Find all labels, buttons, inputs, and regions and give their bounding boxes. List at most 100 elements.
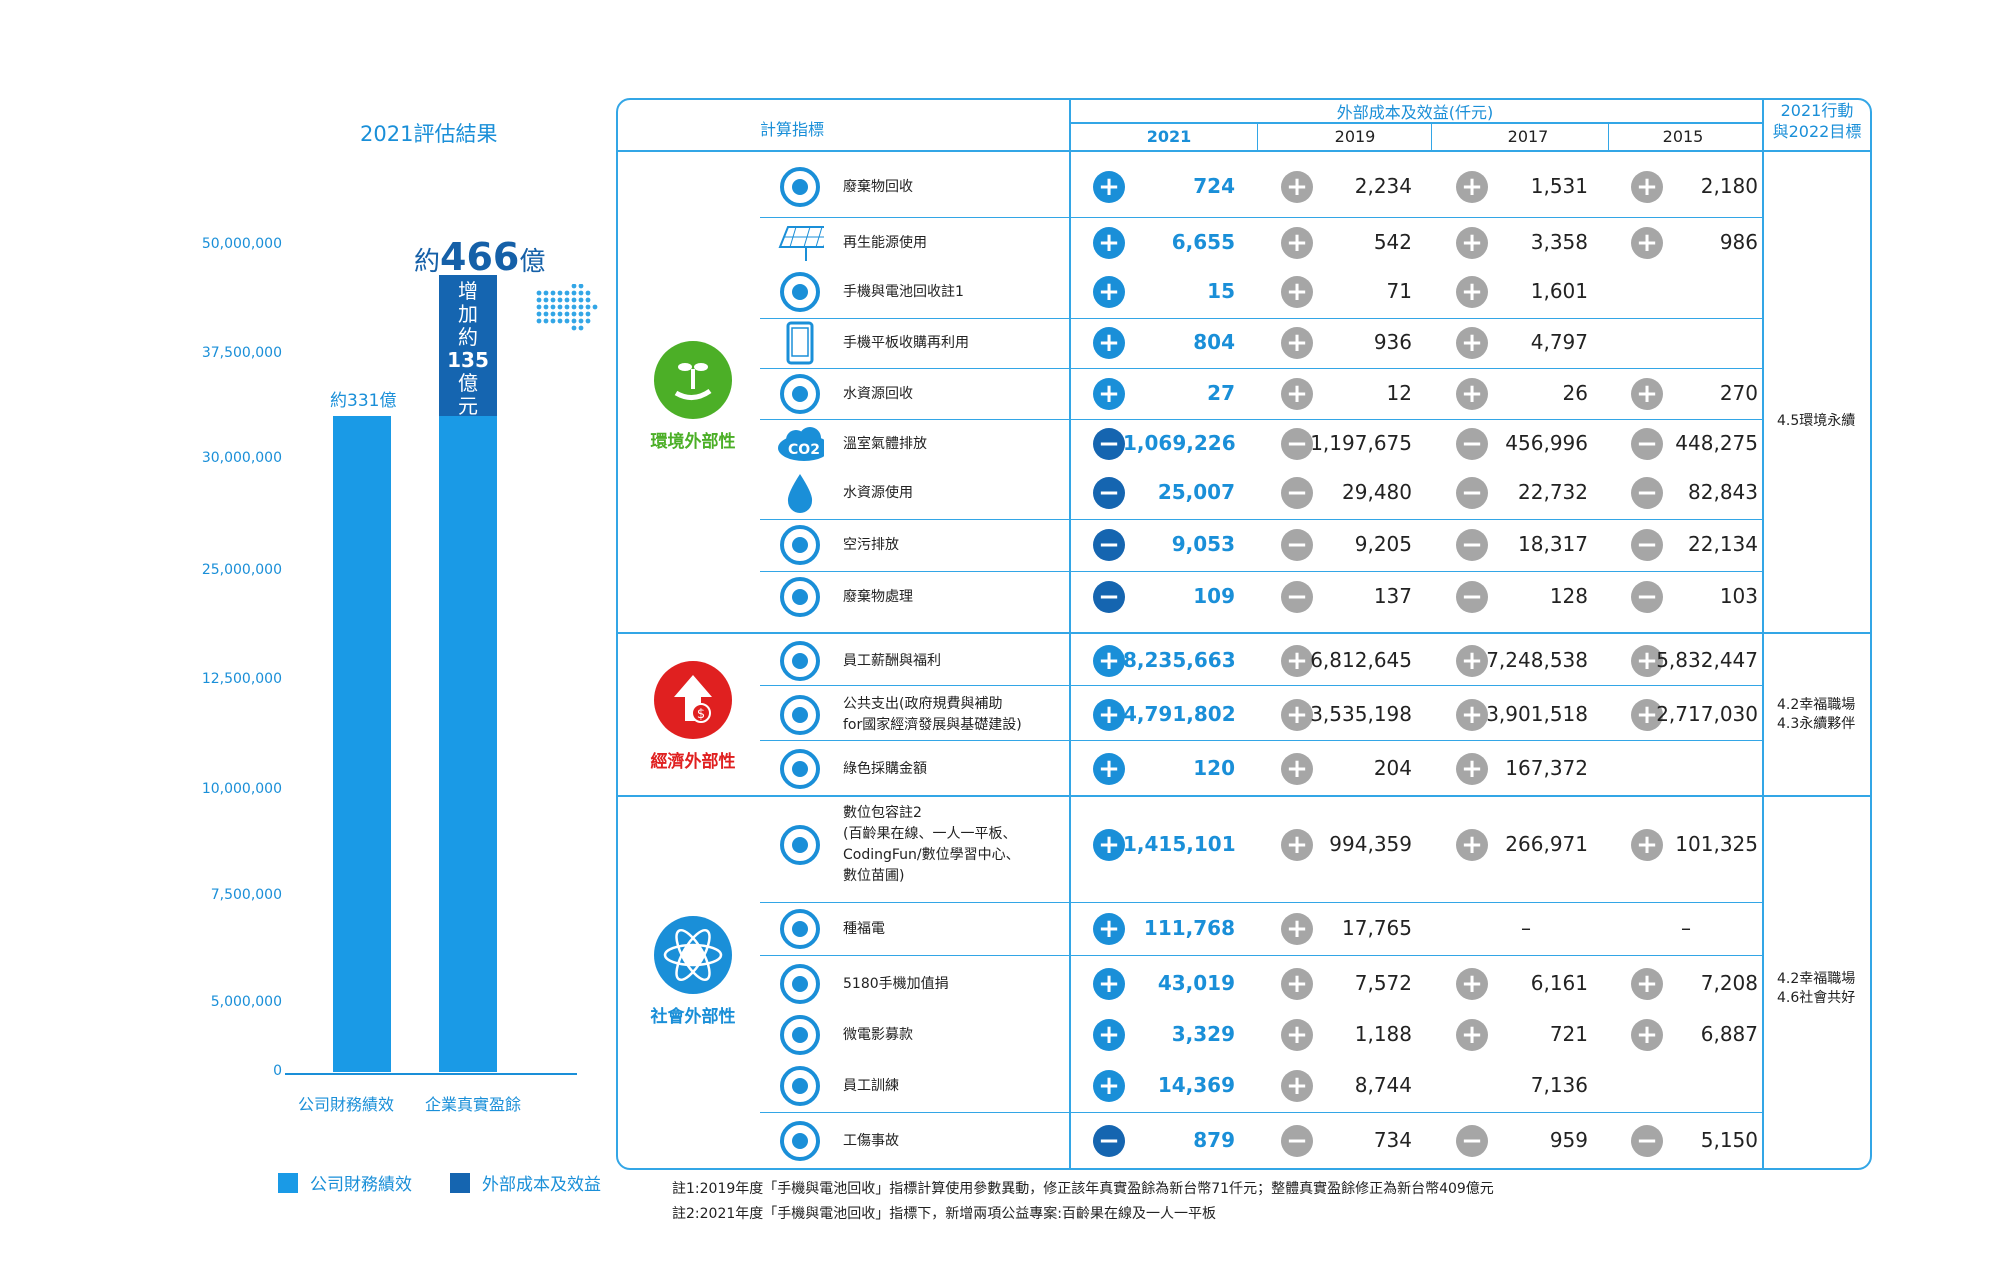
value-cell: 936 xyxy=(1373,330,1412,354)
value-cell: 15 xyxy=(1207,279,1235,303)
welfare-power-icon xyxy=(776,906,824,952)
plus-icon: + xyxy=(1093,913,1125,945)
footnote-2: 註2:2021年度「手機與電池回收」指標下，新增兩項公益專案:百齡果在線及一人一… xyxy=(672,1206,1216,1222)
arrow-dot xyxy=(536,297,542,303)
y-tick-label: 0 xyxy=(273,1063,282,1079)
minus-icon: − xyxy=(1093,428,1125,460)
x-label-true-earnings: 企業真實盈餘 xyxy=(425,1095,522,1114)
header-external-cost: 外部成本及效益(仟元) xyxy=(1336,103,1494,122)
header-row-line xyxy=(1069,122,1762,124)
value-cell: 3,535,198 xyxy=(1310,702,1412,726)
plus-icon: + xyxy=(1093,753,1125,785)
value-cell: 721 xyxy=(1549,1022,1588,1046)
plus-icon: + xyxy=(1631,1019,1663,1051)
arrow-dot xyxy=(557,290,563,296)
header-indicator: 計算指標 xyxy=(760,120,825,139)
y-tick-label: 37,500,000 xyxy=(201,345,282,361)
value-cell: 18,317 xyxy=(1518,532,1588,556)
y-tick-label: 25,000,000 xyxy=(201,562,282,578)
value-cell: 1,197,675 xyxy=(1310,431,1412,455)
arrow-dot xyxy=(550,290,556,296)
dotted-arrow-icon xyxy=(536,284,598,331)
plus-icon: + xyxy=(1456,327,1488,359)
minus-icon: − xyxy=(1631,529,1663,561)
bar-label-466: 約466億 xyxy=(414,234,546,279)
value-cell: 26 xyxy=(1562,381,1588,405)
goal-text: 4.2幸福職場 4.6社會共好 xyxy=(1777,971,1856,1006)
indicator-label: 廢棄物回收 xyxy=(843,178,913,195)
value-cell: 103 xyxy=(1719,584,1758,608)
header-goals: 2021行動 與2022目標 xyxy=(1772,101,1862,141)
arrow-dot xyxy=(557,318,563,324)
row-line xyxy=(760,419,1762,420)
minus-icon: − xyxy=(1093,477,1125,509)
value-cell: 5,150 xyxy=(1700,1128,1758,1152)
indicator-label: 5180手機加值捐 xyxy=(843,975,949,992)
plus-icon: + xyxy=(1456,645,1488,677)
indicator-label: 微電影募款 xyxy=(843,1026,913,1043)
bar-label-331: 約331億 xyxy=(330,390,397,411)
indicator-label: 水資源回收 xyxy=(843,385,913,402)
hospital-icon xyxy=(776,1118,824,1164)
row-line xyxy=(760,571,1762,572)
arrow-dot xyxy=(571,304,577,310)
arrow-up-money-icon: $ xyxy=(654,661,732,739)
legend-item-financial: 公司財務績效 xyxy=(278,1170,412,1195)
indicator-label: 員工薪酬與福利 xyxy=(843,652,941,669)
value-cell: 986 xyxy=(1719,230,1758,254)
arrow-dot xyxy=(536,304,542,310)
value-cell: 9,205 xyxy=(1354,532,1412,556)
arrow-dot xyxy=(578,284,584,289)
value-cell: 7,208 xyxy=(1700,971,1758,995)
row-line xyxy=(760,318,1762,319)
value-cell: 542 xyxy=(1373,230,1412,254)
arrow-dot xyxy=(571,311,577,317)
value-cell: 82,843 xyxy=(1688,480,1758,504)
plus-icon: + xyxy=(1456,1019,1488,1051)
co2-cloud-icon: CO2 xyxy=(776,421,824,467)
value-cell: 804 xyxy=(1193,330,1235,354)
plus-icon: + xyxy=(1281,1019,1313,1051)
minus-icon: − xyxy=(1456,1125,1488,1157)
arrow-dot xyxy=(536,290,542,296)
external-cost-table xyxy=(616,98,1872,1170)
y-tick-label: 5,000,000 xyxy=(210,994,282,1010)
donation-card-icon xyxy=(776,961,824,1007)
arrow-dot xyxy=(585,311,591,317)
arrow-dot xyxy=(550,304,556,310)
value-cell: 6,812,645 xyxy=(1310,648,1412,672)
value-cell: 448,275 xyxy=(1675,431,1758,455)
arrow-dot xyxy=(557,304,563,310)
arrow-dot xyxy=(571,290,577,296)
y-tick-label: 12,500,000 xyxy=(201,671,282,687)
arrow-dot xyxy=(578,318,584,324)
row-line xyxy=(760,368,1762,369)
plus-icon: + xyxy=(1281,378,1313,410)
increase-label-char: 增 xyxy=(458,279,478,304)
category-divider xyxy=(616,795,1872,797)
arrow-dot xyxy=(585,304,591,310)
arrow-dot xyxy=(543,311,549,317)
value-cell: 3,329 xyxy=(1171,1022,1235,1046)
legend-swatch xyxy=(450,1172,470,1193)
arrow-dot xyxy=(578,297,584,303)
value-cell: 204 xyxy=(1373,756,1412,780)
minus-icon: − xyxy=(1456,428,1488,460)
arrow-dot xyxy=(543,318,549,324)
category-label: 環境外部性 xyxy=(650,432,736,452)
plus-icon: + xyxy=(1093,1019,1125,1051)
value-cell: 1,601 xyxy=(1530,279,1588,303)
indicator-label: 空污排放 xyxy=(843,536,899,553)
value-cell: 17,765 xyxy=(1342,916,1412,940)
value-cell: 879 xyxy=(1193,1128,1235,1152)
green-buy-icon xyxy=(776,746,824,792)
public-spend-icon xyxy=(776,692,824,738)
minus-icon: − xyxy=(1456,477,1488,509)
value-cell: 14,369 xyxy=(1157,1073,1235,1097)
arrow-dot xyxy=(571,284,577,289)
arrow-dot xyxy=(543,297,549,303)
phone-recycle-icon xyxy=(776,269,824,315)
arrow-dot xyxy=(585,297,591,303)
indicator-label: 員工訓練 xyxy=(843,1077,899,1094)
minus-icon: − xyxy=(1631,581,1663,613)
